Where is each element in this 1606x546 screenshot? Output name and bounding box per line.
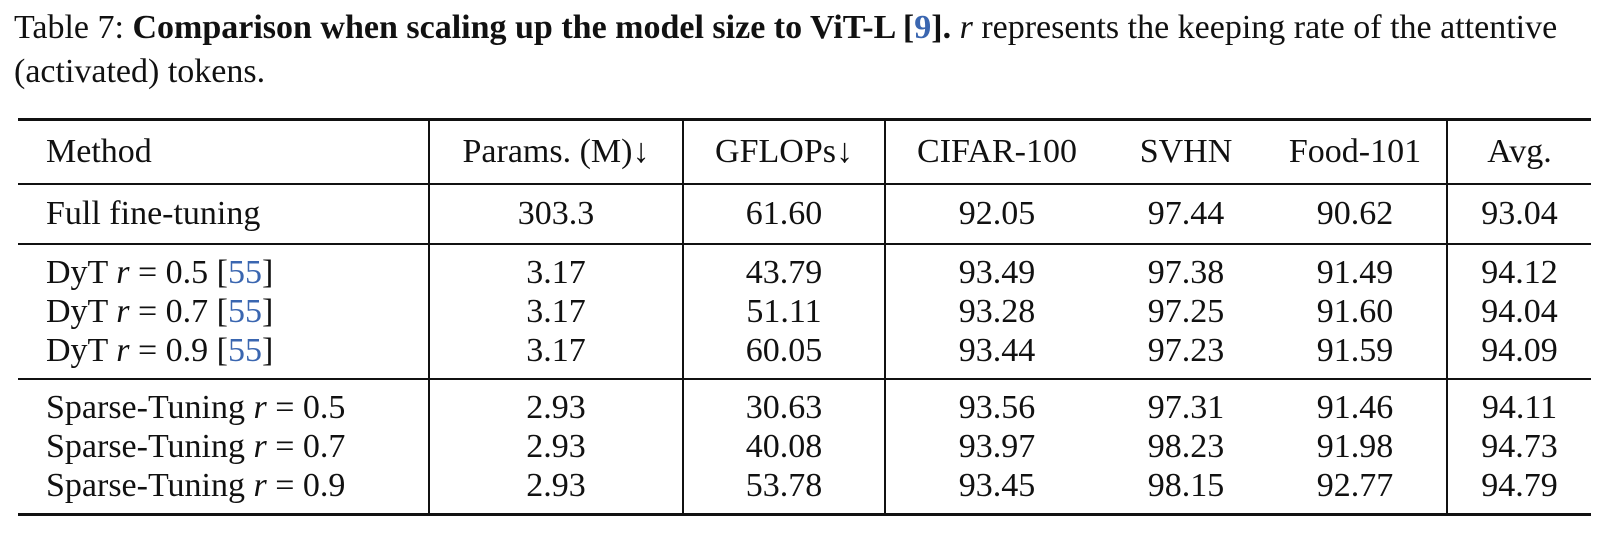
cell-avg: 94.79	[1481, 467, 1558, 504]
table-row: Sparse-Tuning r = 0.7 2.93 40.08 93.97 98.23…	[18, 427, 1591, 466]
cell-params: 3.17	[429, 292, 684, 331]
method-variable: r	[116, 254, 130, 291]
cell-avg: 94.11	[1481, 389, 1558, 426]
cell-food101: 90.62	[1264, 184, 1448, 244]
header-cifar100: CIFAR-100	[917, 133, 1077, 170]
header-method: Method	[18, 119, 430, 184]
cell-cifar100: 93.97	[958, 428, 1036, 465]
cell-avg: 94.12	[1481, 254, 1558, 291]
method-citation-link[interactable]: 55	[227, 332, 262, 369]
method-equation: = 0.7	[266, 428, 346, 465]
table-body: Full fine-tuning 303.3 61.60 92.05 97.44 90.6…	[18, 184, 1591, 515]
cell-params: 2.93	[429, 427, 684, 466]
cell-gflops: 43.79	[683, 244, 886, 292]
table-row: Sparse-Tuning r = 0.9 2.93 53.78 93.45 98.15…	[18, 466, 1591, 515]
cell-gflops: 51.11	[683, 292, 886, 331]
cell-svhn: 98.23	[1147, 428, 1225, 465]
cell-food101: 91.49	[1264, 244, 1448, 292]
method-prefix: Sparse-Tuning	[46, 428, 254, 465]
cell-method: Sparse-Tuning r = 0.9	[18, 466, 430, 515]
method-suffix: ]	[261, 293, 274, 330]
method-prefix: Sparse-Tuning	[46, 467, 254, 504]
caption-rest: represents the keeping rate of the atten…	[14, 9, 1558, 90]
cell-method: DyT r = 0.9 [55]	[18, 331, 430, 379]
cell-cifar100: 92.05	[958, 195, 1036, 232]
cell-cifar100: 93.49	[958, 254, 1036, 291]
cell-cifar100: 93.28	[958, 293, 1036, 330]
method-prefix: DyT	[46, 254, 117, 291]
header-food101: Food-101	[1264, 119, 1448, 184]
table-row: DyT r = 0.9 [55] 3.17 60.05 93.44 97.23 91.59…	[18, 331, 1591, 379]
cell-gflops: 40.08	[683, 427, 886, 466]
cell-food101: 92.77	[1264, 466, 1448, 515]
cell-cifar100: 93.44	[958, 332, 1036, 369]
cell-cifar100: 93.45	[958, 467, 1036, 504]
method-suffix: ]	[261, 332, 274, 369]
method-variable: r	[116, 332, 130, 369]
cell-cifar100: 93.56	[958, 389, 1036, 426]
method-variable: r	[253, 389, 267, 426]
table-row: DyT r = 0.5 [55] 3.17 43.79 93.49 97.38 91.49…	[18, 244, 1591, 292]
method-prefix: DyT	[46, 332, 117, 369]
method-variable: r	[116, 293, 130, 330]
caption-bold-text: Comparison when scaling up the model siz…	[132, 9, 915, 46]
cell-svhn: 97.23	[1147, 332, 1225, 369]
cell-gflops: 61.60	[683, 184, 886, 244]
method-equation: = 0.5 [	[129, 254, 228, 291]
method-equation: = 0.9	[266, 467, 346, 504]
cell-params: 2.93	[429, 466, 684, 515]
cell-food101: 91.46	[1264, 379, 1448, 427]
method-suffix: ]	[261, 254, 274, 291]
cell-svhn: 97.31	[1147, 389, 1225, 426]
header-svhn: SVHN	[1139, 133, 1233, 170]
caption-bold-title: Comparison when scaling up the model siz…	[132, 9, 951, 46]
method-equation: = 0.9 [	[129, 332, 228, 369]
cell-svhn: 97.44	[1147, 195, 1225, 232]
cell-avg: 94.09	[1481, 332, 1558, 369]
method-prefix: DyT	[46, 293, 117, 330]
method-prefix: Full fine-tuning	[46, 195, 261, 232]
method-citation-link[interactable]: 55	[227, 293, 262, 330]
method-prefix: Sparse-Tuning	[46, 389, 254, 426]
cell-svhn: 98.15	[1147, 467, 1225, 504]
cell-food101: 91.59	[1264, 331, 1448, 379]
cell-gflops: 53.78	[683, 466, 886, 515]
cell-avg: 94.04	[1481, 293, 1558, 330]
header-gflops: GFLOPs↓	[683, 119, 886, 184]
cell-method: Full fine-tuning	[18, 184, 430, 244]
table-row: DyT r = 0.7 [55] 3.17 51.11 93.28 97.25 91.60…	[18, 292, 1591, 331]
cell-params: 3.17	[429, 331, 684, 379]
caption-citation-link[interactable]: 9	[914, 9, 932, 46]
cell-svhn: 97.25	[1147, 293, 1225, 330]
cell-params: 303.3	[429, 184, 684, 244]
caption-label: Table 7:	[14, 9, 124, 46]
cell-params: 3.17	[429, 244, 684, 292]
cell-method: Sparse-Tuning r = 0.7	[18, 427, 430, 466]
method-equation: = 0.5	[266, 389, 346, 426]
cell-method: DyT r = 0.7 [55]	[18, 292, 430, 331]
cell-svhn: 97.38	[1147, 254, 1225, 291]
cell-avg: 93.04	[1481, 195, 1558, 232]
cell-gflops: 60.05	[683, 331, 886, 379]
table-header-row: Method Params. (M)↓ GFLOPs↓ CIFAR-100 SV…	[18, 119, 1591, 184]
table-row: Full fine-tuning 303.3 61.60 92.05 97.44 90.6…	[18, 184, 1591, 244]
caption-variable: r	[959, 9, 973, 46]
header-avg: Avg.	[1487, 133, 1552, 170]
cell-avg: 94.73	[1481, 428, 1558, 465]
header-params: Params. (M)↓	[429, 119, 684, 184]
cell-params: 2.93	[429, 379, 684, 427]
cell-gflops: 30.63	[683, 379, 886, 427]
method-variable: r	[253, 467, 267, 504]
method-variable: r	[253, 428, 267, 465]
table-row: Sparse-Tuning r = 0.5 2.93 30.63 93.56 97.31…	[18, 379, 1591, 427]
method-citation-link[interactable]: 55	[227, 254, 262, 291]
method-equation: = 0.7 [	[129, 293, 228, 330]
table-caption: Table 7: Comparison when scaling up the …	[14, 6, 1594, 94]
caption-bold-end: ].	[931, 9, 952, 46]
cell-food101: 91.60	[1264, 292, 1448, 331]
cell-food101: 91.98	[1264, 427, 1448, 466]
cell-method: Sparse-Tuning r = 0.5	[18, 379, 430, 427]
cell-method: DyT r = 0.5 [55]	[18, 244, 430, 292]
results-table: Method Params. (M)↓ GFLOPs↓ CIFAR-100 SV…	[18, 118, 1591, 516]
